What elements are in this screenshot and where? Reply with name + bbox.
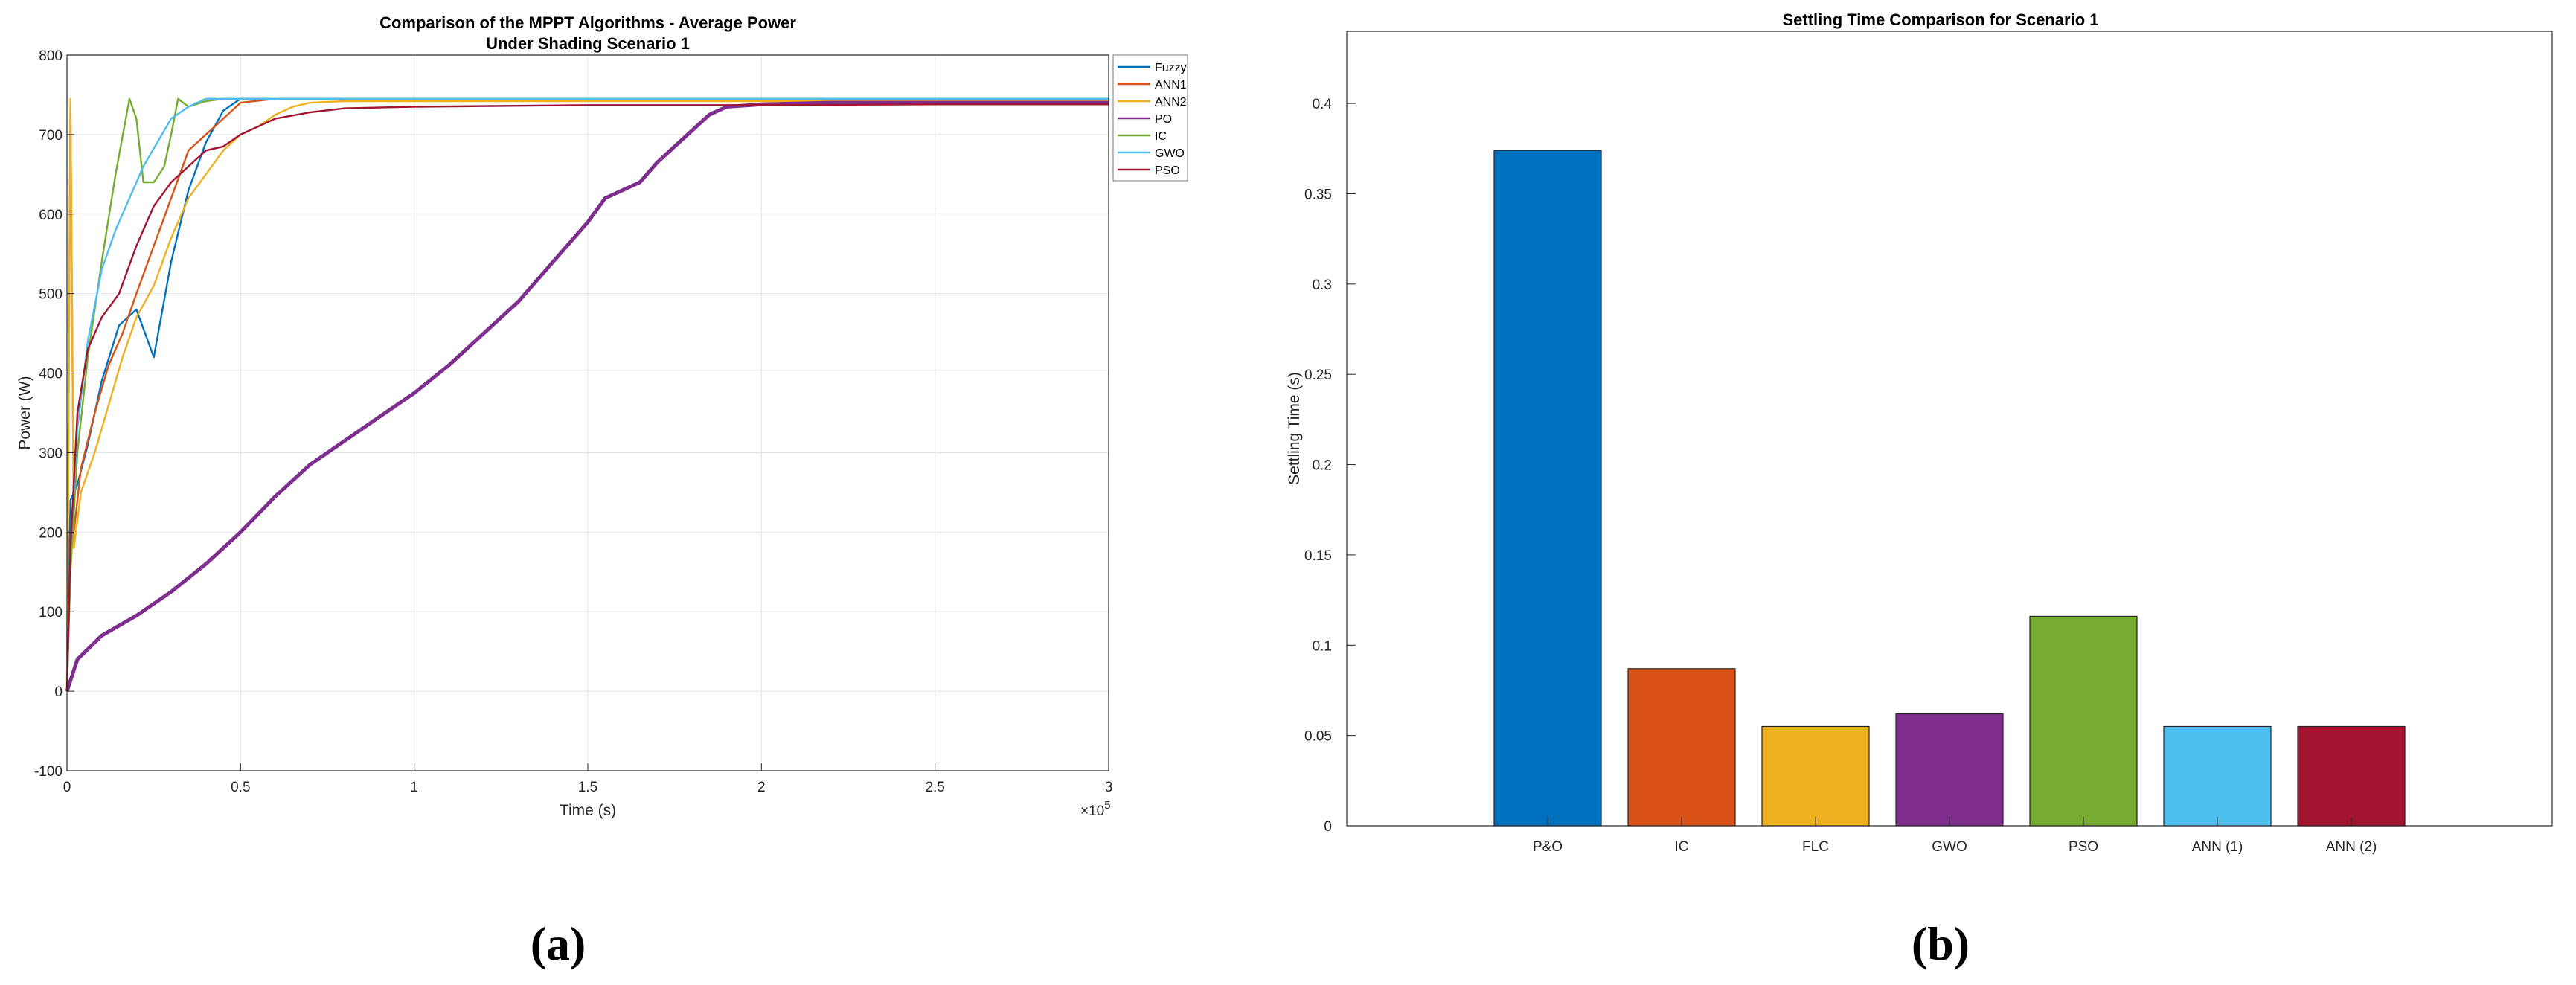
chart-b-x-tick-label: GWO bbox=[1932, 839, 1967, 855]
bar-pso bbox=[2029, 615, 2138, 827]
chart-a-x-tick-label: 1.5 bbox=[578, 780, 597, 795]
chart-a-legend: Fuzzy ANN1 ANN2 PO IC GWO PSO bbox=[1112, 54, 1188, 182]
chart-a-y-tick-label: 300 bbox=[39, 446, 63, 461]
chart-b-bars bbox=[1493, 150, 2406, 827]
bar-ic bbox=[1627, 668, 1736, 827]
bar-p-o bbox=[1493, 150, 1602, 827]
legend-label-fuzzy: Fuzzy bbox=[1155, 62, 1187, 74]
bar-flc bbox=[1761, 725, 1870, 827]
panel-label-a: (a) bbox=[531, 917, 586, 970]
chart-a-x-exponent-base: ×10 bbox=[1080, 803, 1104, 819]
chart-a-x-tick-label: 0.5 bbox=[231, 780, 250, 795]
legend-label-ann2: ANN2 bbox=[1155, 96, 1187, 109]
chart-a-x-tick-label: 0 bbox=[63, 780, 71, 795]
legend-label-gwo: GWO bbox=[1155, 147, 1185, 160]
chart-b-y-label: Settling Time (s) bbox=[1286, 372, 1303, 485]
chart-a-x-tick-label: 2.5 bbox=[925, 780, 944, 795]
chart-b-y-tick-label: 0.3 bbox=[1313, 277, 1332, 293]
chart-b-x-tick-label: ANN (1) bbox=[2192, 839, 2243, 855]
chart-a-y-tick-label: 400 bbox=[39, 367, 63, 382]
chart-b-x-ticks: P&O IC FLC GWO PSO ANN (1) ANN (2) bbox=[1533, 817, 2377, 855]
chart-a-y-tick-label: 800 bbox=[39, 48, 63, 64]
chart-a-y-tick-label: 700 bbox=[39, 128, 63, 144]
chart-b-y-tick-label: 0.35 bbox=[1304, 187, 1332, 202]
chart-b-x-tick-label: FLC bbox=[1802, 839, 1829, 855]
chart-b-y-tick-label: 0.25 bbox=[1304, 368, 1332, 383]
chart-a-x-tick-label: 3 bbox=[1105, 780, 1113, 795]
line-chart-a: Comparison of the MPPT Algorithms - Aver… bbox=[16, 13, 1188, 970]
series-line-ann2 bbox=[65, 97, 1109, 692]
chart-b-x-tick-label: ANN (2) bbox=[2326, 839, 2377, 855]
chart-a-x-tick-label: 1 bbox=[410, 780, 418, 795]
legend-label-pso: PSO bbox=[1155, 164, 1180, 177]
chart-a-x-exponent-power: 5 bbox=[1104, 799, 1110, 812]
chart-b-title: Settling Time Comparison for Scenario 1 bbox=[1782, 10, 2098, 29]
chart-a-y-label: Power (W) bbox=[16, 376, 33, 449]
chart-b-y-tick-label: 0.1 bbox=[1313, 638, 1332, 654]
chart-a-x-label: Time (s) bbox=[560, 802, 616, 819]
chart-a-y-tick-label: 0 bbox=[54, 684, 63, 700]
chart-b-x-tick-label: PSO bbox=[2069, 839, 2098, 855]
chart-a-title: Comparison of the MPPT Algorithms - Aver… bbox=[379, 13, 796, 32]
legend-label-ic: IC bbox=[1155, 130, 1167, 143]
bar-chart-b: Settling Time Comparison for Scenario 1 … bbox=[1286, 10, 2553, 970]
bar-gwo bbox=[1895, 713, 2004, 827]
chart-b-y-tick-label: 0.05 bbox=[1304, 729, 1332, 745]
panel-label-b: (b) bbox=[1912, 917, 1970, 970]
legend-label-ann1: ANN1 bbox=[1155, 79, 1187, 92]
chart-b-y-ticks: 0 0.05 0.1 0.15 0.2 0.25 0.3 0.35 0.4 bbox=[1304, 97, 1356, 835]
chart-b-x-tick-label: IC bbox=[1675, 839, 1689, 855]
chart-b-y-tick-label: 0.15 bbox=[1304, 548, 1332, 564]
chart-a-y-tick-label: -100 bbox=[34, 764, 63, 780]
chart-a-y-tick-label: 200 bbox=[39, 525, 63, 541]
chart-a-x-tick-label: 2 bbox=[757, 780, 766, 795]
chart-a-y-ticks: -100 0 100 200 300 400 500 600 700 800 bbox=[34, 48, 74, 780]
legend-label-po: PO bbox=[1155, 113, 1172, 126]
chart-a-y-tick-label: 500 bbox=[39, 287, 63, 303]
chart-a-lines bbox=[65, 97, 1109, 692]
chart-b-y-tick-label: 0.4 bbox=[1313, 97, 1333, 112]
chart-b-x-tick-label: P&O bbox=[1533, 839, 1563, 855]
series-line-po bbox=[65, 100, 1109, 692]
chart-b-y-tick-label: 0.2 bbox=[1313, 458, 1332, 474]
bar-ann-1 bbox=[2163, 725, 2272, 827]
bar-ann-2 bbox=[2297, 725, 2406, 827]
chart-a-x-ticks: 0 0.5 1 1.5 2 2.5 3 bbox=[63, 763, 1113, 795]
series-line-pso bbox=[65, 103, 1109, 692]
series-line-gwo bbox=[65, 97, 1109, 692]
chart-b-y-tick-label: 0 bbox=[1324, 819, 1332, 835]
chart-a-y-tick-label: 600 bbox=[39, 208, 63, 223]
chart-a-x-exponent: ×105 bbox=[1080, 799, 1111, 819]
chart-a-y-tick-label: 100 bbox=[39, 605, 63, 620]
chart-a-subtitle: Under Shading Scenario 1 bbox=[486, 34, 690, 53]
